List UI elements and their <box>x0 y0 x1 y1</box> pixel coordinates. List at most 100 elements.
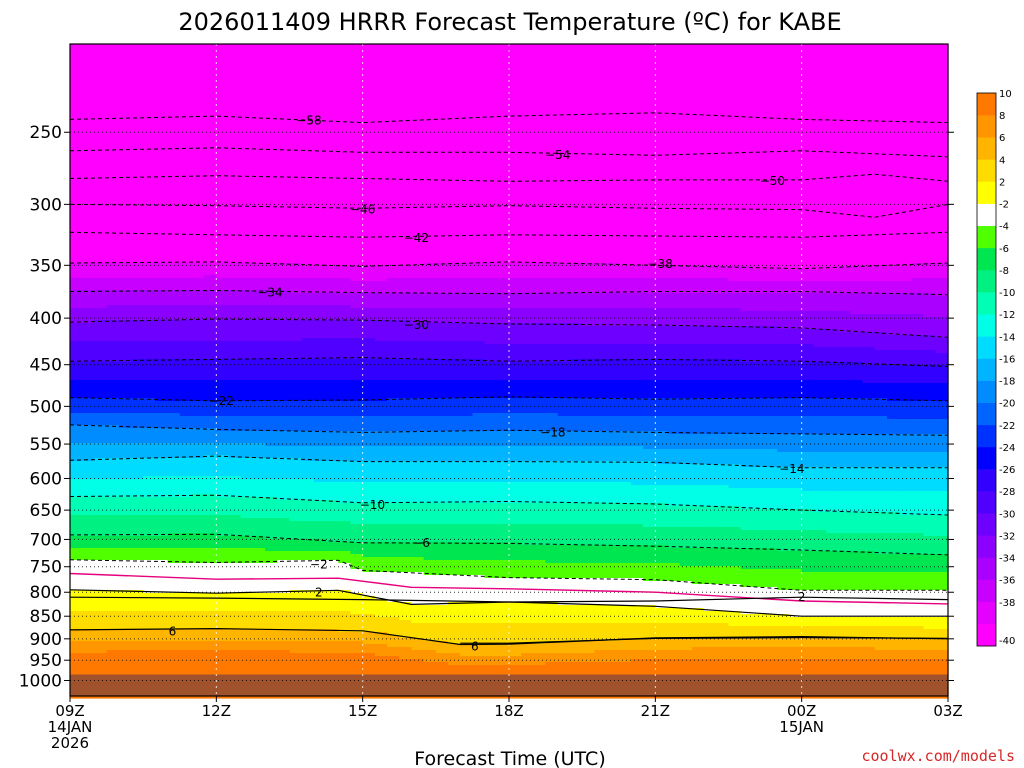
fill-cell <box>82 77 95 81</box>
fill-cell <box>94 119 108 123</box>
fill-cell <box>70 125 83 129</box>
fill-cell <box>70 254 83 258</box>
fill-cell <box>70 374 83 378</box>
fill-cell <box>130 332 144 336</box>
fill-cell <box>82 437 95 441</box>
fill-cell <box>70 392 83 396</box>
fill-cell <box>106 68 120 72</box>
fill-cell <box>82 647 95 651</box>
fill-cell <box>94 77 108 81</box>
fill-cell <box>106 398 120 402</box>
fill-cell <box>70 161 83 165</box>
fill-cell <box>70 65 83 69</box>
fill-cell <box>82 278 95 282</box>
fill-cell <box>118 530 132 534</box>
fill-cell <box>70 656 83 660</box>
fill-cell <box>155 104 169 108</box>
fill-cell <box>143 662 156 666</box>
fill-cell <box>70 326 83 330</box>
fill-cell <box>106 374 120 378</box>
fill-cell <box>94 314 108 318</box>
fill-cell <box>143 548 156 552</box>
fill-cell <box>106 476 120 480</box>
fill-cell <box>130 482 144 486</box>
fill-cell <box>94 554 108 558</box>
fill-cell <box>143 479 156 483</box>
fill-cell <box>82 620 95 624</box>
fill-cell <box>70 482 83 486</box>
fill-cell <box>82 389 95 393</box>
fill-cell <box>94 182 108 186</box>
fill-cell <box>118 416 132 420</box>
fill-cell <box>143 545 156 549</box>
fill-cell <box>118 614 132 618</box>
fill-cell <box>143 125 156 129</box>
fill-cell <box>130 653 144 657</box>
fill-cell <box>106 152 120 156</box>
fill-cell <box>70 311 83 315</box>
fill-cell <box>82 344 95 348</box>
fill-cell <box>94 128 108 132</box>
fill-cell <box>82 485 95 489</box>
fill-cell <box>118 287 132 291</box>
fill-cell <box>130 623 144 627</box>
fill-cell <box>82 269 95 273</box>
fill-cell <box>118 542 132 546</box>
fill-cell <box>70 548 83 552</box>
fill-cell <box>130 485 144 489</box>
fill-cell <box>70 302 83 306</box>
fill-cell <box>70 404 83 408</box>
fill-cell <box>82 125 95 129</box>
fill-cell <box>130 470 144 474</box>
fill-cell <box>94 509 108 513</box>
fill-cell <box>94 395 108 399</box>
fill-cell <box>143 95 156 99</box>
fill-cell <box>143 566 156 570</box>
fill-cell <box>82 299 95 303</box>
fill-cell <box>130 119 144 123</box>
fill-cell <box>118 74 132 78</box>
fill-cell <box>94 221 108 225</box>
fill-cell <box>82 317 95 321</box>
fill-cell <box>118 53 132 57</box>
fill-cell <box>70 119 83 123</box>
fill-cell <box>106 86 120 90</box>
fill-cell <box>106 194 120 198</box>
fill-cell <box>130 437 144 441</box>
fill-cell <box>94 245 108 249</box>
fill-cell <box>118 344 132 348</box>
fill-cell <box>130 527 144 531</box>
fill-cell <box>82 305 95 309</box>
fill-cell <box>130 416 144 420</box>
fill-cell <box>70 461 83 465</box>
fill-cell <box>94 287 108 291</box>
fill-cell <box>82 392 95 396</box>
fill-cell <box>130 422 144 426</box>
fill-cell <box>106 410 120 414</box>
fill-cell <box>155 122 169 126</box>
fill-cell <box>94 656 108 660</box>
fill-cell <box>82 428 95 432</box>
fill-cell <box>82 260 95 264</box>
fill-cell <box>70 446 83 450</box>
fill-cell <box>82 665 95 669</box>
fill-cell <box>82 467 95 471</box>
fill-cell <box>118 647 132 651</box>
fill-cell <box>70 221 83 225</box>
fill-cell <box>130 200 144 204</box>
fill-cell <box>106 548 120 552</box>
fill-cell <box>94 425 108 429</box>
fill-cell <box>94 653 108 657</box>
fill-cell <box>82 560 95 564</box>
fill-cell <box>143 542 156 546</box>
fill-cell <box>118 662 132 666</box>
fill-cell <box>143 395 156 399</box>
fill-cell <box>82 131 95 135</box>
fill-cell <box>130 494 144 498</box>
fill-cell <box>143 50 156 54</box>
fill-cell <box>143 629 156 633</box>
fill-cell <box>130 461 144 465</box>
fill-cell <box>143 245 156 249</box>
fill-cell <box>94 341 108 345</box>
fill-cell <box>106 338 120 342</box>
